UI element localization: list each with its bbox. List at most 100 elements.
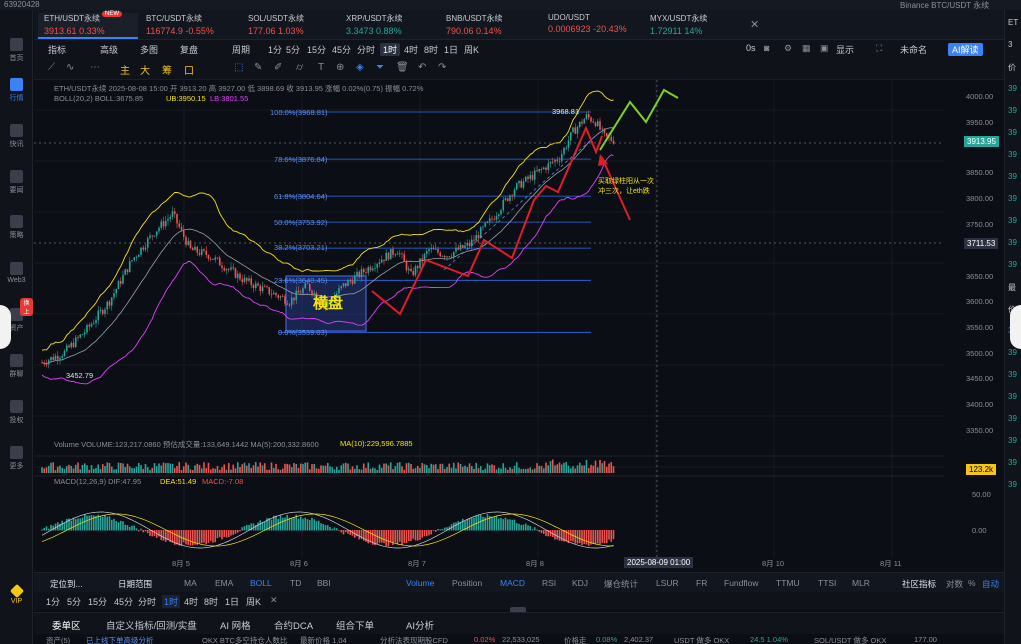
replay-button[interactable]: 复盘 — [180, 45, 199, 55]
pencil-tool-icon[interactable]: ✐ — [274, 62, 283, 73]
fib-tool-icon[interactable]: ⌭ — [296, 62, 304, 73]
indicator-ttsi[interactable]: TTSI — [818, 578, 837, 588]
price-axis[interactable]: 4000.00 3950.00 3850.00 3800.00 3750.00 … — [944, 80, 1004, 572]
interval2-45m[interactable]: 45分 — [114, 597, 134, 607]
tab-ai-analysis[interactable]: AI分析 — [406, 621, 434, 632]
advanced-button[interactable]: 高级 — [100, 45, 119, 55]
interval-15m[interactable]: 15分 — [307, 45, 327, 55]
news-item[interactable]: 分析法表现期股CFD — [380, 636, 448, 644]
indicator-td[interactable]: TD — [290, 578, 302, 588]
indicator-boll[interactable]: BOLL — [250, 578, 272, 588]
news-item[interactable]: OKX BTC多空持仓人数比 — [202, 636, 288, 644]
tab-custom-indicators[interactable]: 自定义指标/回测/实盘 — [106, 621, 197, 632]
more-tools-icon[interactable]: ⋯ — [90, 62, 100, 73]
indicator-bbi[interactable]: BBI — [317, 578, 331, 588]
pen-tool-icon[interactable]: ✎ — [254, 62, 263, 73]
sidebar-item-news[interactable]: 快讯 — [0, 124, 33, 149]
locate-button[interactable]: 定位到... — [50, 579, 83, 589]
ticker-tab-bnb[interactable]: BNB/USDT永续 790.06 0.14% — [446, 14, 503, 36]
sidebar-item-more[interactable]: 更多 — [0, 446, 33, 471]
interval-timeshare[interactable]: 分时 — [357, 45, 376, 55]
camera-icon[interactable]: ◙ — [764, 43, 770, 53]
ticker-tab-eth[interactable]: ETH/USDT永续 3913.61 0.33% NEW — [38, 11, 138, 39]
ticker-tab-udo[interactable]: UDO/USDT 0.0006923 -20.43% — [548, 13, 627, 34]
screenshot-icon[interactable]: ▣ — [820, 43, 829, 53]
sidebar-item-vote[interactable]: 投权 — [0, 400, 33, 425]
tab-contract-dca[interactable]: 合约DCA — [274, 621, 314, 632]
left-collapse-handle[interactable] — [0, 305, 11, 349]
ai-analyze-button[interactable]: AI解读 — [948, 43, 983, 56]
indicator-ma[interactable]: MA — [184, 578, 197, 588]
indicator-volume[interactable]: Volume — [406, 578, 435, 588]
indicator-ema[interactable]: EMA — [215, 578, 234, 588]
ticker-tab-myx[interactable]: MYX/USDT永续 1.72911 14% — [650, 14, 708, 36]
period-button[interactable]: 周期 — [232, 45, 251, 55]
close-interval-icon[interactable]: ✕ — [270, 595, 278, 605]
date-range-button[interactable]: 日期范围 — [118, 579, 153, 589]
interval-4h[interactable]: 4时 — [404, 45, 419, 55]
settings-icon[interactable]: ⚙ — [784, 43, 793, 53]
layout-name[interactable]: 未命名 — [900, 45, 928, 55]
display-button[interactable]: 显示 — [836, 45, 855, 55]
sidebar-item-home[interactable]: 首页 — [0, 38, 33, 63]
multichart-button[interactable]: 多图 — [140, 45, 159, 55]
indicator-position[interactable]: Position — [452, 578, 483, 588]
tool-mouth[interactable]: 口 — [184, 66, 194, 77]
news-item[interactable]: 已上线下单高级分析 — [86, 636, 154, 644]
news-item[interactable]: 资产(5) — [46, 636, 71, 644]
indicator-liquidation[interactable]: 爆仓统计 — [604, 579, 639, 589]
interval-8h[interactable]: 8时 — [424, 45, 439, 55]
indicator-kdj[interactable]: KDJ — [572, 578, 589, 588]
indicator-rsi[interactable]: RSI — [542, 578, 557, 588]
fullscreen-icon[interactable]: ⛶ — [876, 43, 883, 53]
sidebar-vip[interactable]: VIP — [0, 583, 33, 605]
redo-icon[interactable]: ↷ — [438, 62, 447, 73]
percent-toggle[interactable]: % — [968, 578, 976, 588]
interval-week[interactable]: 周K — [464, 45, 480, 55]
interval-1d[interactable]: 1日 — [444, 45, 459, 55]
tool-main[interactable]: 主 — [120, 66, 130, 77]
close-tabs-icon[interactable]: ✕ — [750, 19, 760, 31]
right-collapse-handle[interactable] — [1010, 305, 1021, 349]
indicators-button[interactable]: 指标 — [48, 45, 67, 55]
indicator-ttmu[interactable]: TTMU — [776, 578, 800, 588]
sidebar-item-strategy[interactable]: 策略 — [0, 215, 33, 240]
trash-icon[interactable]: 🗑 — [396, 62, 409, 73]
sidebar-item-market[interactable]: 行情 — [0, 78, 33, 103]
indicator-lsur[interactable]: LSUR — [656, 578, 679, 588]
news-item[interactable]: 最新价格 1.04 — [300, 636, 347, 644]
magnet-tool-icon[interactable]: ⊕ — [336, 62, 345, 73]
interval-1h[interactable]: 1时 — [380, 43, 401, 56]
news-item[interactable]: USDT 做多 OKX — [674, 636, 730, 644]
pattern-tool-icon[interactable]: ◈ — [356, 62, 364, 73]
indicator-mlr[interactable]: MLR — [852, 578, 870, 588]
tab-ai-grid[interactable]: AI 网格 — [220, 621, 251, 632]
indicator-fr[interactable]: FR — [696, 578, 708, 588]
wave-tool-icon[interactable]: ∿ — [66, 62, 75, 73]
news-item[interactable]: SOL/USDT 做多 OKX — [814, 636, 887, 644]
trendline-tool-icon[interactable]: ⟋ — [48, 62, 55, 73]
interval2-15m[interactable]: 15分 — [88, 597, 108, 607]
indicator-fundflow[interactable]: Fundflow — [724, 578, 759, 588]
interval2-timeshare[interactable]: 分时 — [138, 597, 157, 607]
filter-tool-icon[interactable]: ⏷ — [376, 62, 384, 73]
interval-45m[interactable]: 45分 — [332, 45, 352, 55]
indicator-macd[interactable]: MACD — [500, 578, 526, 588]
interval2-1h[interactable]: 1时 — [162, 595, 181, 608]
sidebar-item-chat[interactable]: 群聊 — [0, 354, 33, 379]
template-icon[interactable]: ▦ — [802, 43, 811, 53]
interval2-8h[interactable]: 8时 — [204, 597, 219, 607]
sidebar-item-headlines[interactable]: 要闻 — [0, 170, 33, 195]
tool-big[interactable]: 大 — [140, 66, 150, 77]
interval2-5m[interactable]: 5分 — [67, 597, 82, 607]
log-scale-toggle[interactable]: 对数 — [946, 579, 964, 589]
global-search-hint[interactable]: Binance BTC/USDT 永续 — [900, 1, 990, 10]
panel-resize-handle[interactable] — [510, 607, 526, 613]
sidebar-item-web3[interactable]: Web3 — [0, 262, 33, 284]
auto-scale-toggle[interactable]: 自动 — [982, 579, 1000, 589]
ticker-tab-xrp[interactable]: XRP/USDT永续 3.3473 0.88% — [346, 14, 403, 36]
ticker-tab-sol[interactable]: SOL/USDT永续 177.06 1.03% — [248, 14, 305, 36]
interval2-4h[interactable]: 4时 — [184, 597, 199, 607]
tool-chips[interactable]: 筹 — [162, 66, 172, 77]
text-tool-icon[interactable]: T — [318, 62, 325, 73]
